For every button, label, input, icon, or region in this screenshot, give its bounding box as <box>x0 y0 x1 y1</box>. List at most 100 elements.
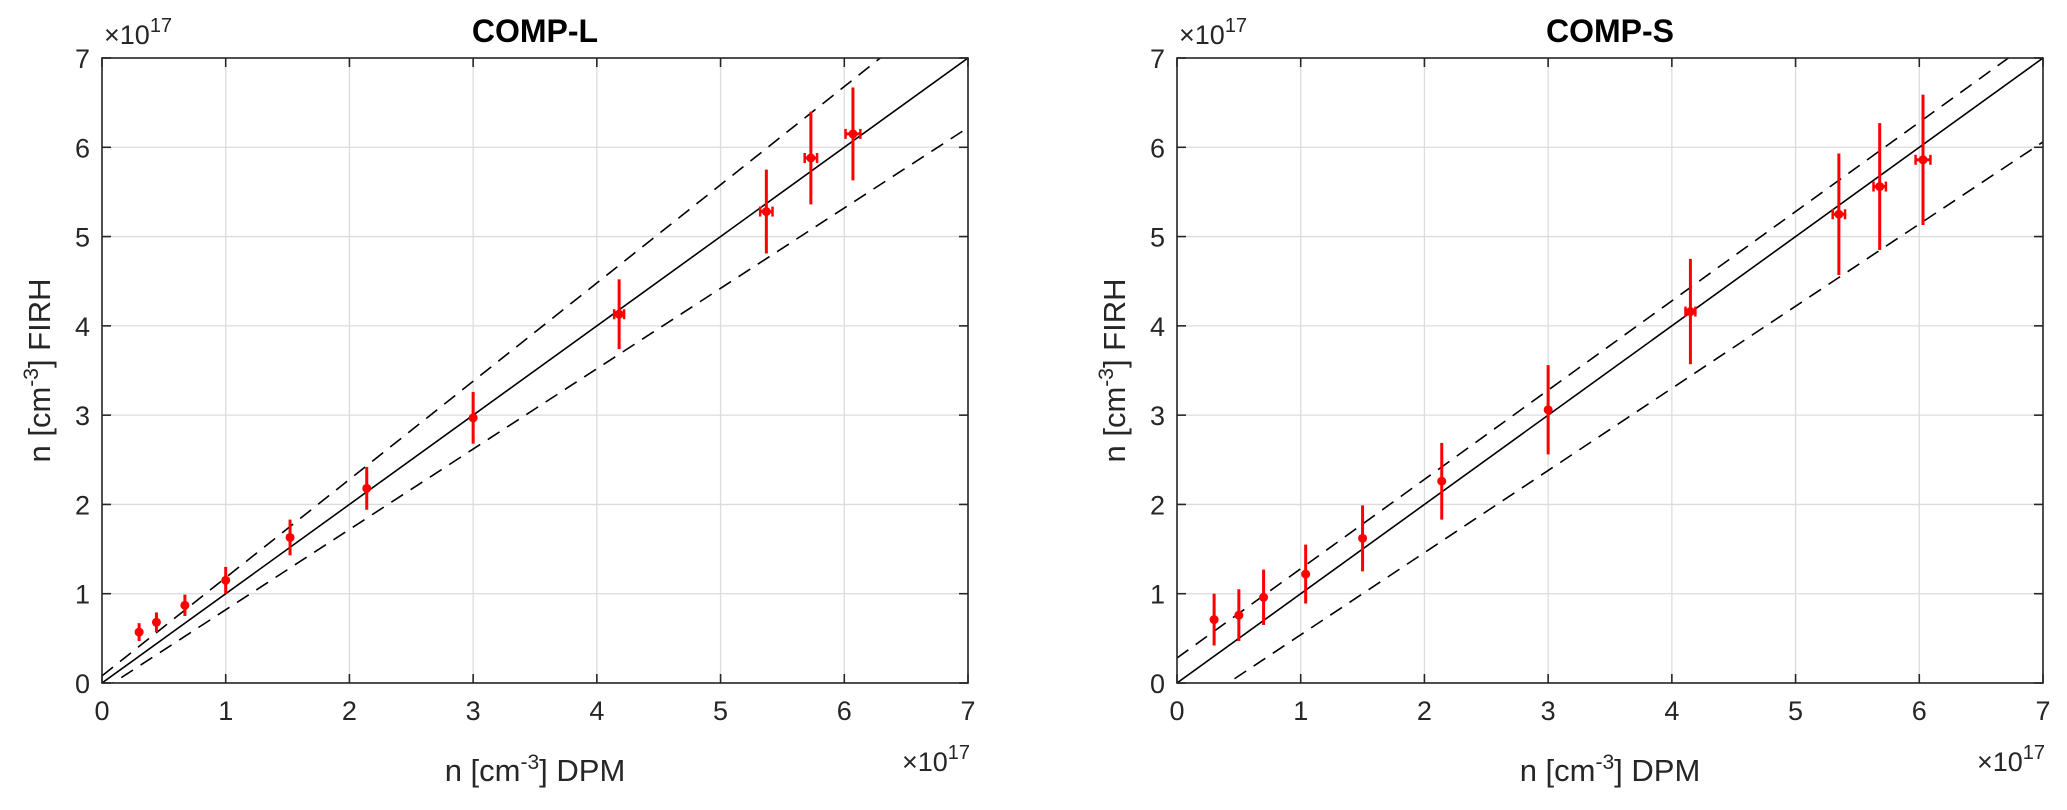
x-multiplier-exp: 17 <box>2023 742 2045 764</box>
y-tick-label: 2 <box>1150 490 1165 520</box>
x-tick-label: 7 <box>960 696 975 726</box>
y-axis-label: n [cm-3] FIRH <box>20 278 57 462</box>
data-point <box>285 519 295 556</box>
x-tick-label: 1 <box>218 696 233 726</box>
point-marker <box>1918 155 1928 165</box>
data-point <box>1831 153 1847 275</box>
point-marker <box>1543 405 1553 415</box>
identity-line <box>1177 58 2043 683</box>
x-tick-label: 7 <box>2035 696 2050 726</box>
data-point <box>803 111 819 205</box>
point-marker <box>1437 476 1447 486</box>
point-marker <box>1685 307 1695 317</box>
y-tick-label: 4 <box>75 312 90 342</box>
y-tick-label: 0 <box>1150 669 1165 699</box>
point-marker <box>1875 182 1885 192</box>
point-marker <box>180 600 190 610</box>
data-point <box>1914 94 1932 225</box>
chart-title: COMP-L <box>472 13 598 49</box>
x-tick-label: 3 <box>466 696 481 726</box>
point-marker <box>614 309 624 319</box>
y-tick-label: 1 <box>75 580 90 610</box>
y-multiplier-base: ×10 <box>1179 20 1225 50</box>
x-tick-label: 6 <box>1912 696 1927 726</box>
x-tick-label: 2 <box>342 696 357 726</box>
x-axis-label-post: ] DPM <box>1614 753 1700 788</box>
y-tick-label: 7 <box>75 44 90 74</box>
x-tick-label: 0 <box>94 696 109 726</box>
reference-lines <box>1177 58 2043 683</box>
x-tick-label: 4 <box>1664 696 1679 726</box>
axes-box <box>101 57 969 684</box>
point-marker <box>151 617 161 627</box>
data-point <box>1872 123 1888 250</box>
data-point <box>151 612 161 633</box>
x-axis-label-sup: -3 <box>1595 751 1614 774</box>
y-tick-label: 3 <box>75 401 90 431</box>
reference-lines <box>102 58 968 683</box>
x-axis-label: n [cm-3] DPM <box>1520 751 1701 788</box>
axes-box <box>1176 57 2044 684</box>
data-point <box>1209 593 1219 646</box>
data-point <box>1301 544 1311 604</box>
data-points <box>1209 94 1932 646</box>
y-axis-label-post: ] FIRH <box>22 278 57 368</box>
point-marker <box>362 483 372 493</box>
y-multiplier-exp: 17 <box>1225 15 1247 37</box>
y-tick-label: 5 <box>1150 223 1165 253</box>
y-axis-label-sup: -3 <box>1095 368 1118 387</box>
point-marker <box>1209 615 1219 625</box>
x-multiplier: ×1017 <box>1977 742 2045 777</box>
y-multiplier-base: ×10 <box>104 20 150 50</box>
y-axis-label-post: ] FIRH <box>1097 278 1132 368</box>
x-tick-label: 0 <box>1169 696 1184 726</box>
y-multiplier-exp: 17 <box>150 15 172 37</box>
x-tick-label: 4 <box>589 696 604 726</box>
x-tick-label: 6 <box>837 696 852 726</box>
x-tick-label: 1 <box>1293 696 1308 726</box>
x-multiplier-base: ×10 <box>1977 747 2023 777</box>
point-marker <box>761 207 771 217</box>
point-marker <box>468 413 478 423</box>
x-axis-label-pre: n [cm <box>1520 753 1596 788</box>
data-points <box>134 87 862 642</box>
x-multiplier-exp: 17 <box>948 742 970 764</box>
y-tick-label: 2 <box>75 490 90 520</box>
x-tick-label: 2 <box>1417 696 1432 726</box>
data-point <box>134 623 144 642</box>
bound-dashed-line <box>1177 58 2010 659</box>
chart-title: COMP-S <box>1546 13 1674 49</box>
ticks: 0 1 2 3 4 5 6 7 0 1 2 3 4 5 6 7 <box>75 44 976 726</box>
point-marker <box>848 129 858 139</box>
x-axis-label-post: ] DPM <box>539 753 625 788</box>
data-point <box>1437 442 1447 520</box>
x-multiplier: ×1017 <box>902 742 970 777</box>
point-marker <box>221 575 231 585</box>
bound-dashed-line <box>111 126 968 683</box>
y-tick-label: 3 <box>1150 401 1165 431</box>
y-axis-label-sup: -3 <box>20 368 43 387</box>
point-marker <box>285 532 295 542</box>
x-tick-label: 5 <box>713 696 728 726</box>
y-tick-label: 5 <box>75 223 90 253</box>
y-multiplier: ×1017 <box>1179 15 1247 50</box>
data-point <box>221 566 231 594</box>
x-multiplier-base: ×10 <box>902 747 948 777</box>
data-point <box>844 87 862 181</box>
identity-line <box>102 58 968 683</box>
data-point <box>1543 365 1553 455</box>
data-point <box>1684 258 1697 365</box>
grid <box>101 57 969 684</box>
y-axis-label-pre: n [cm <box>1097 387 1132 463</box>
data-point <box>1358 505 1368 572</box>
y-tick-label: 6 <box>75 133 90 163</box>
bound-dashed-line <box>1226 141 2043 683</box>
x-tick-label: 5 <box>1788 696 1803 726</box>
point-marker <box>1234 610 1244 620</box>
point-marker <box>1358 533 1368 543</box>
data-point <box>1259 569 1269 625</box>
data-point <box>180 594 190 617</box>
bound-dashed-line <box>102 58 882 677</box>
